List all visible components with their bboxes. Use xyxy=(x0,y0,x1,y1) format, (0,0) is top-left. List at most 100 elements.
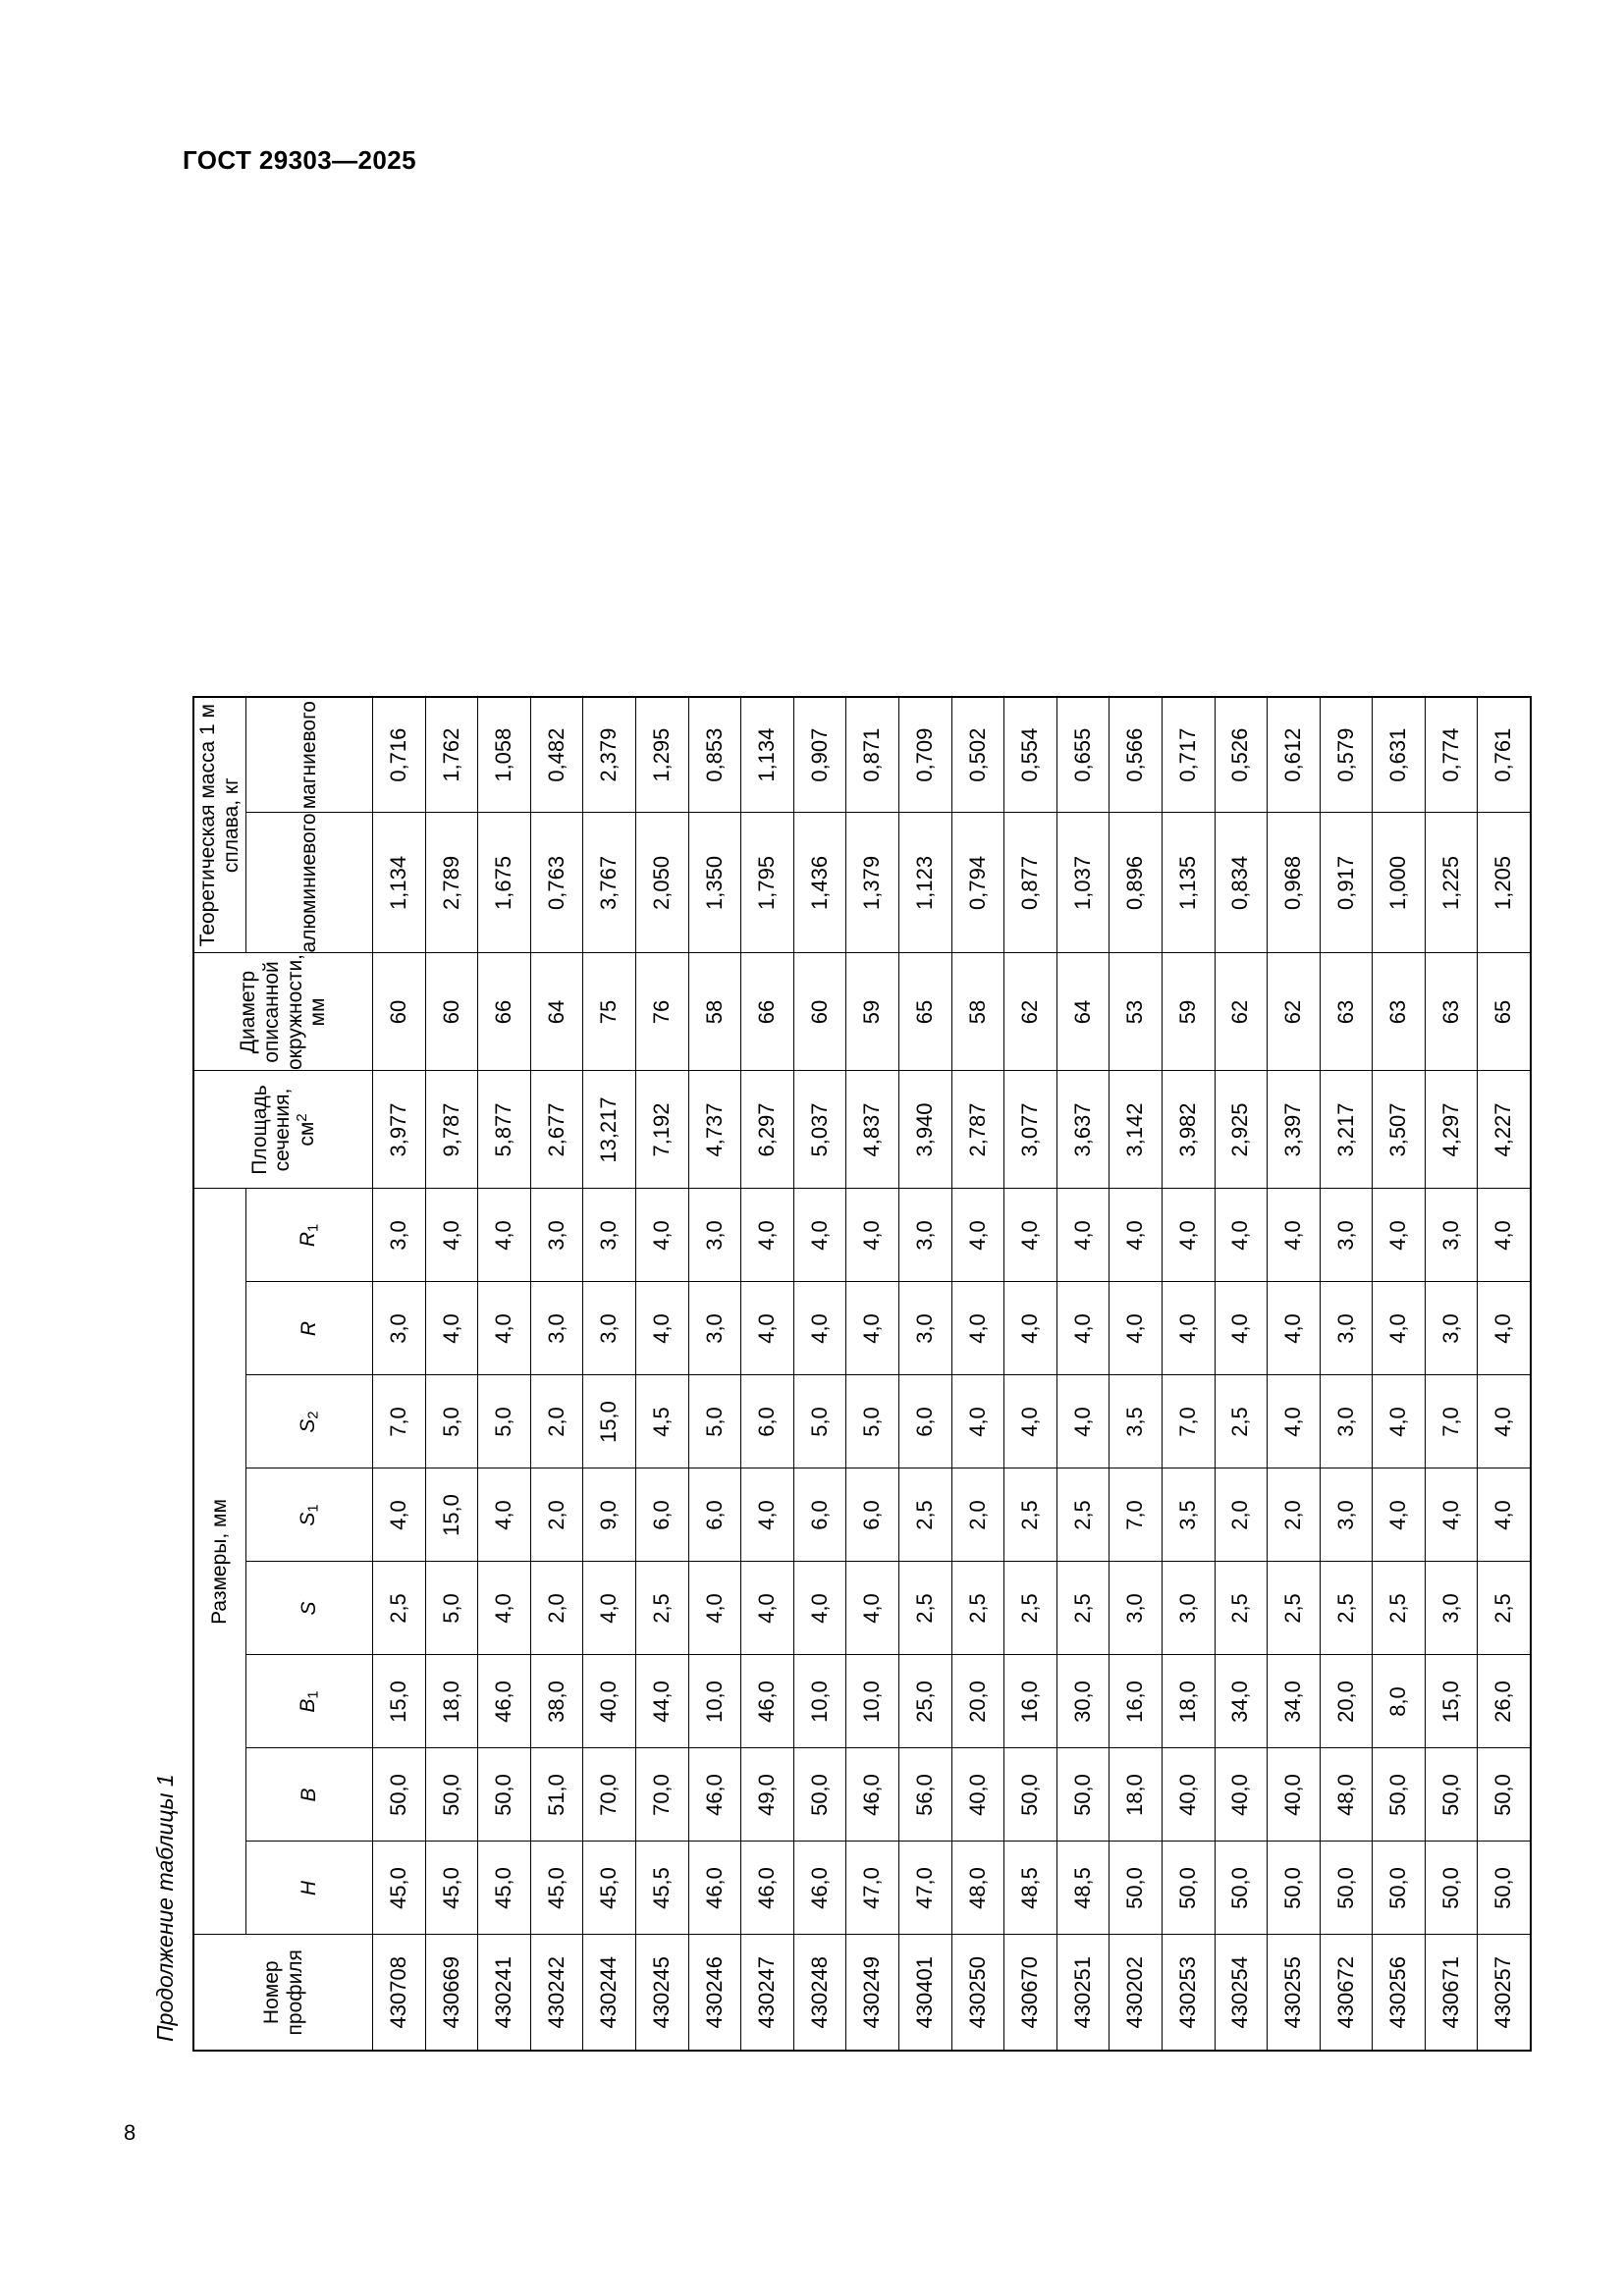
cell-R1: 4,0 xyxy=(635,1189,689,1282)
cell-S: 3,0 xyxy=(1162,1562,1215,1655)
cell-profile: 430251 xyxy=(1056,1935,1110,2051)
cell-mass-aluminium: 1,379 xyxy=(845,812,899,953)
cell-H: 50,0 xyxy=(1162,1842,1215,1935)
cell-B: 40,0 xyxy=(1162,1748,1215,1842)
table-row: 430202 50,0 18,0 16,0 3,0 7,0 3,5 4,0 4,0 3,142 53… xyxy=(1109,696,1163,2051)
cell-B1: 8,0 xyxy=(1372,1655,1426,1748)
cell-B: 48,0 xyxy=(1320,1748,1373,1842)
col-header-dimensions-group-label: Размеры, мм xyxy=(208,1499,232,1625)
cell-mass-aluminium: 1,000 xyxy=(1372,812,1426,953)
cell-H: 45,0 xyxy=(372,1842,426,1935)
rotated-table-wrapper: Номер профиля Размеры, мм Площадь сечения,… xyxy=(192,695,1533,2052)
cell-S2: 4,0 xyxy=(1372,1375,1426,1468)
cell-R1: 4,0 xyxy=(477,1189,531,1282)
cell-R1: 3,0 xyxy=(688,1189,741,1282)
cell-R1: 4,0 xyxy=(1372,1189,1426,1282)
cell-B1: 15,0 xyxy=(1425,1655,1478,1748)
cell-B1: 40,0 xyxy=(582,1655,636,1748)
cell-B1: 26,0 xyxy=(1477,1655,1532,1748)
cell-mass-aluminium: 0,763 xyxy=(530,812,583,953)
cell-S2: 4,0 xyxy=(1477,1375,1532,1468)
cell-profile: 430241 xyxy=(477,1935,531,2051)
cell-B: 50,0 xyxy=(1372,1748,1426,1842)
cell-B: 40,0 xyxy=(1215,1748,1268,1842)
cell-S2: 4,0 xyxy=(951,1375,1004,1468)
table-row: 430246 46,0 46,0 10,0 4,0 6,0 5,0 3,0 3,0 4,737 58… xyxy=(688,696,741,2051)
table-row: 430672 50,0 48,0 20,0 2,5 3,0 3,0 3,0 3,0 3,217 63… xyxy=(1320,696,1373,2051)
cell-area: 13,217 xyxy=(582,1071,636,1189)
cell-R: 3,0 xyxy=(1320,1282,1373,1375)
cell-S2: 15,0 xyxy=(582,1375,636,1468)
col-header-B1: B1 xyxy=(245,1655,373,1748)
cell-mass-aluminium: 1,350 xyxy=(688,812,741,953)
profiles-table: Номер профиля Размеры, мм Площадь сечения,… xyxy=(192,695,1533,2052)
cell-R1: 4,0 xyxy=(740,1189,794,1282)
cell-R: 4,0 xyxy=(1003,1282,1057,1375)
cell-S: 4,0 xyxy=(582,1562,636,1655)
cell-diameter: 60 xyxy=(372,953,426,1071)
cell-mass-aluminium: 1,795 xyxy=(740,812,794,953)
cell-mass-aluminium: 2,789 xyxy=(425,812,478,953)
cell-H: 46,0 xyxy=(793,1842,846,1935)
cell-area: 3,507 xyxy=(1372,1071,1426,1189)
cell-S: 2,5 xyxy=(951,1562,1004,1655)
cell-mass-aluminium: 2,050 xyxy=(635,812,689,953)
cell-mass-magnesium: 1,134 xyxy=(740,696,794,813)
cell-mass-aluminium: 0,877 xyxy=(1003,812,1057,953)
cell-B: 50,0 xyxy=(1425,1748,1478,1842)
cell-S: 2,5 xyxy=(1056,1562,1110,1655)
cell-S2: 2,5 xyxy=(1215,1375,1268,1468)
cell-mass-aluminium: 1,123 xyxy=(898,812,952,953)
cell-area: 3,077 xyxy=(1003,1071,1057,1189)
col-header-R: R xyxy=(245,1282,373,1375)
cell-R1: 4,0 xyxy=(1003,1189,1057,1282)
cell-B: 56,0 xyxy=(898,1748,952,1842)
cell-B: 50,0 xyxy=(1477,1748,1532,1842)
cell-R: 4,0 xyxy=(793,1282,846,1375)
cell-R: 4,0 xyxy=(1267,1282,1321,1375)
cell-profile: 430250 xyxy=(951,1935,1004,2051)
col-header-mass-aluminium-label: алюминиевого xyxy=(298,813,321,953)
cell-S: 2,0 xyxy=(530,1562,583,1655)
cell-B1: 20,0 xyxy=(1320,1655,1373,1748)
cell-S: 4,0 xyxy=(740,1562,794,1655)
cell-area: 4,737 xyxy=(688,1071,741,1189)
cell-S1: 2,5 xyxy=(898,1468,952,1562)
cell-mass-aluminium: 1,675 xyxy=(477,812,531,953)
cell-S1: 4,0 xyxy=(740,1468,794,1562)
cell-mass-aluminium: 0,834 xyxy=(1215,812,1268,953)
cell-diameter: 60 xyxy=(793,953,846,1071)
cell-B1: 34,0 xyxy=(1267,1655,1321,1748)
cell-mass-magnesium: 0,612 xyxy=(1267,696,1321,813)
cell-profile: 430672 xyxy=(1320,1935,1373,2051)
cell-H: 45,5 xyxy=(635,1842,689,1935)
cell-R1: 4,0 xyxy=(1267,1189,1321,1282)
cell-B1: 46,0 xyxy=(477,1655,531,1748)
col-header-S2: S2 xyxy=(245,1375,373,1468)
table-row: 430245 45,5 70,0 44,0 2,5 6,0 4,5 4,0 4,0 7,192 76… xyxy=(635,696,689,2051)
cell-B1: 10,0 xyxy=(688,1655,741,1748)
cell-B1: 20,0 xyxy=(951,1655,1004,1748)
header-row-subcolumns: H B B1 S S1 S2 R R1 алюминиевого магниев… xyxy=(245,696,373,2051)
cell-S2: 3,0 xyxy=(1320,1375,1373,1468)
cell-R: 4,0 xyxy=(1162,1282,1215,1375)
cell-mass-magnesium: 0,579 xyxy=(1320,696,1373,813)
cell-S1: 9,0 xyxy=(582,1468,636,1562)
col-header-R1: R1 xyxy=(245,1189,373,1282)
cell-B: 46,0 xyxy=(688,1748,741,1842)
cell-R1: 4,0 xyxy=(1215,1189,1268,1282)
cell-S2: 6,0 xyxy=(740,1375,794,1468)
cell-R: 4,0 xyxy=(635,1282,689,1375)
cell-R1: 3,0 xyxy=(372,1189,426,1282)
cell-profile: 430256 xyxy=(1372,1935,1426,2051)
cell-S2: 5,0 xyxy=(425,1375,478,1468)
cell-mass-magnesium: 0,554 xyxy=(1003,696,1057,813)
cell-H: 50,0 xyxy=(1215,1842,1268,1935)
cell-diameter: 58 xyxy=(951,953,1004,1071)
cell-S: 2,5 xyxy=(372,1562,426,1655)
cell-H: 46,0 xyxy=(688,1842,741,1935)
table-row: 430255 50,0 40,0 34,0 2,5 2,0 4,0 4,0 4,0 3,397 62… xyxy=(1267,696,1321,2051)
cell-S1: 2,0 xyxy=(530,1468,583,1562)
cell-R: 4,0 xyxy=(477,1282,531,1375)
cell-profile: 430257 xyxy=(1477,1935,1532,2051)
